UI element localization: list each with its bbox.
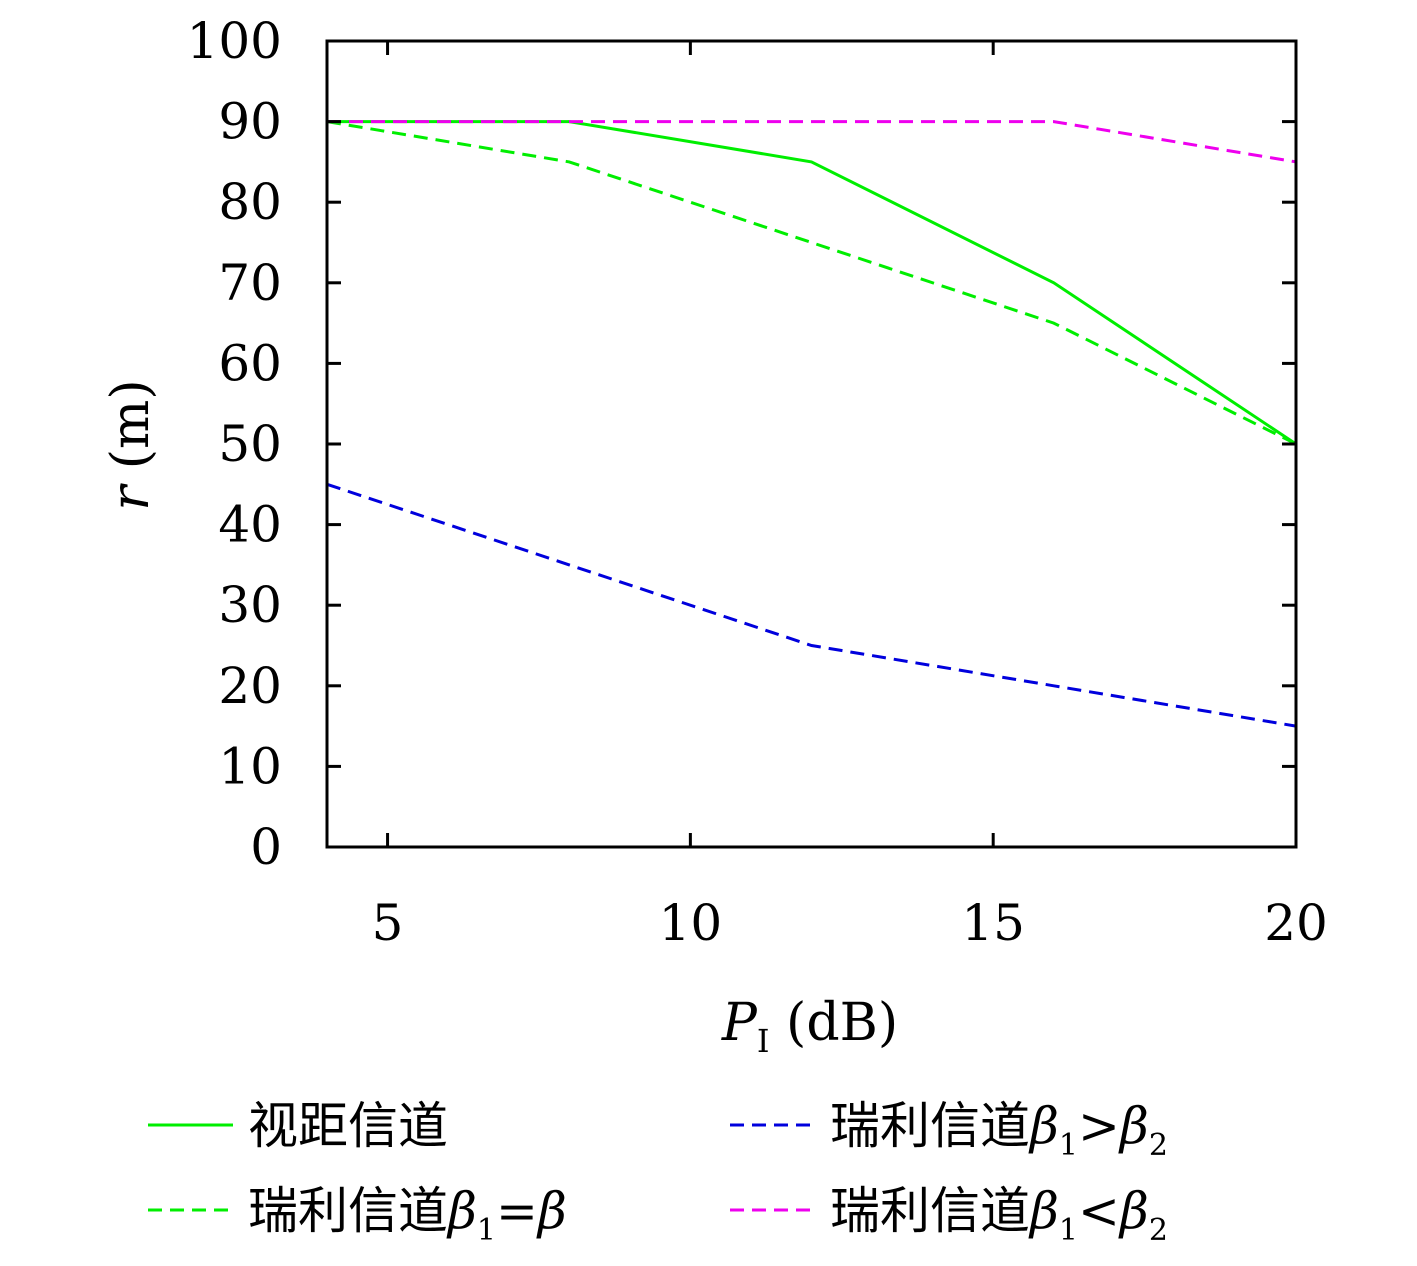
y-tick-label: 20 <box>218 657 282 715</box>
series-line-rayleigh-gt <box>326 482 1297 728</box>
legend-label: 瑞利信道β1>β2 <box>830 1097 1168 1163</box>
y-tick-label: 50 <box>218 415 282 473</box>
x-tick-label: 20 <box>1264 894 1328 952</box>
legend-label: 瑞利信道β1=β <box>248 1182 567 1248</box>
series-line-rayleigh-eq <box>326 120 1297 446</box>
x-tick-label: 15 <box>961 894 1025 952</box>
x-tick-label: 10 <box>659 894 723 952</box>
legend-item-los: 视距信道 <box>148 1097 448 1155</box>
legend-label: 瑞利信道β1<β2 <box>830 1182 1168 1248</box>
series-line-rayleigh-lt <box>327 120 1297 164</box>
y-tick-label: 90 <box>218 93 282 151</box>
series-line-los <box>327 120 1297 446</box>
x-axis-label: PI (dB) <box>721 993 898 1060</box>
y-axis-label: r (m) <box>101 379 161 510</box>
legend-label: 视距信道 <box>248 1097 448 1155</box>
legend-item-rayleigh-gt: 瑞利信道β1>β2 <box>730 1097 1168 1163</box>
y-tick-label: 40 <box>218 496 282 554</box>
y-tick-label: 70 <box>218 254 282 312</box>
x-tick-label: 5 <box>372 894 404 952</box>
y-tick-label: 100 <box>187 12 282 70</box>
y-tick-label: 60 <box>218 334 282 392</box>
y-tick-label: 10 <box>218 737 282 795</box>
legend-item-rayleigh-lt: 瑞利信道β1<β2 <box>730 1182 1168 1248</box>
y-tick-label: 0 <box>250 818 282 876</box>
legend-item-rayleigh-eq: 瑞利信道β1=β <box>148 1182 567 1248</box>
y-tick-label: 80 <box>218 173 282 231</box>
y-tick-label: 30 <box>218 576 282 634</box>
